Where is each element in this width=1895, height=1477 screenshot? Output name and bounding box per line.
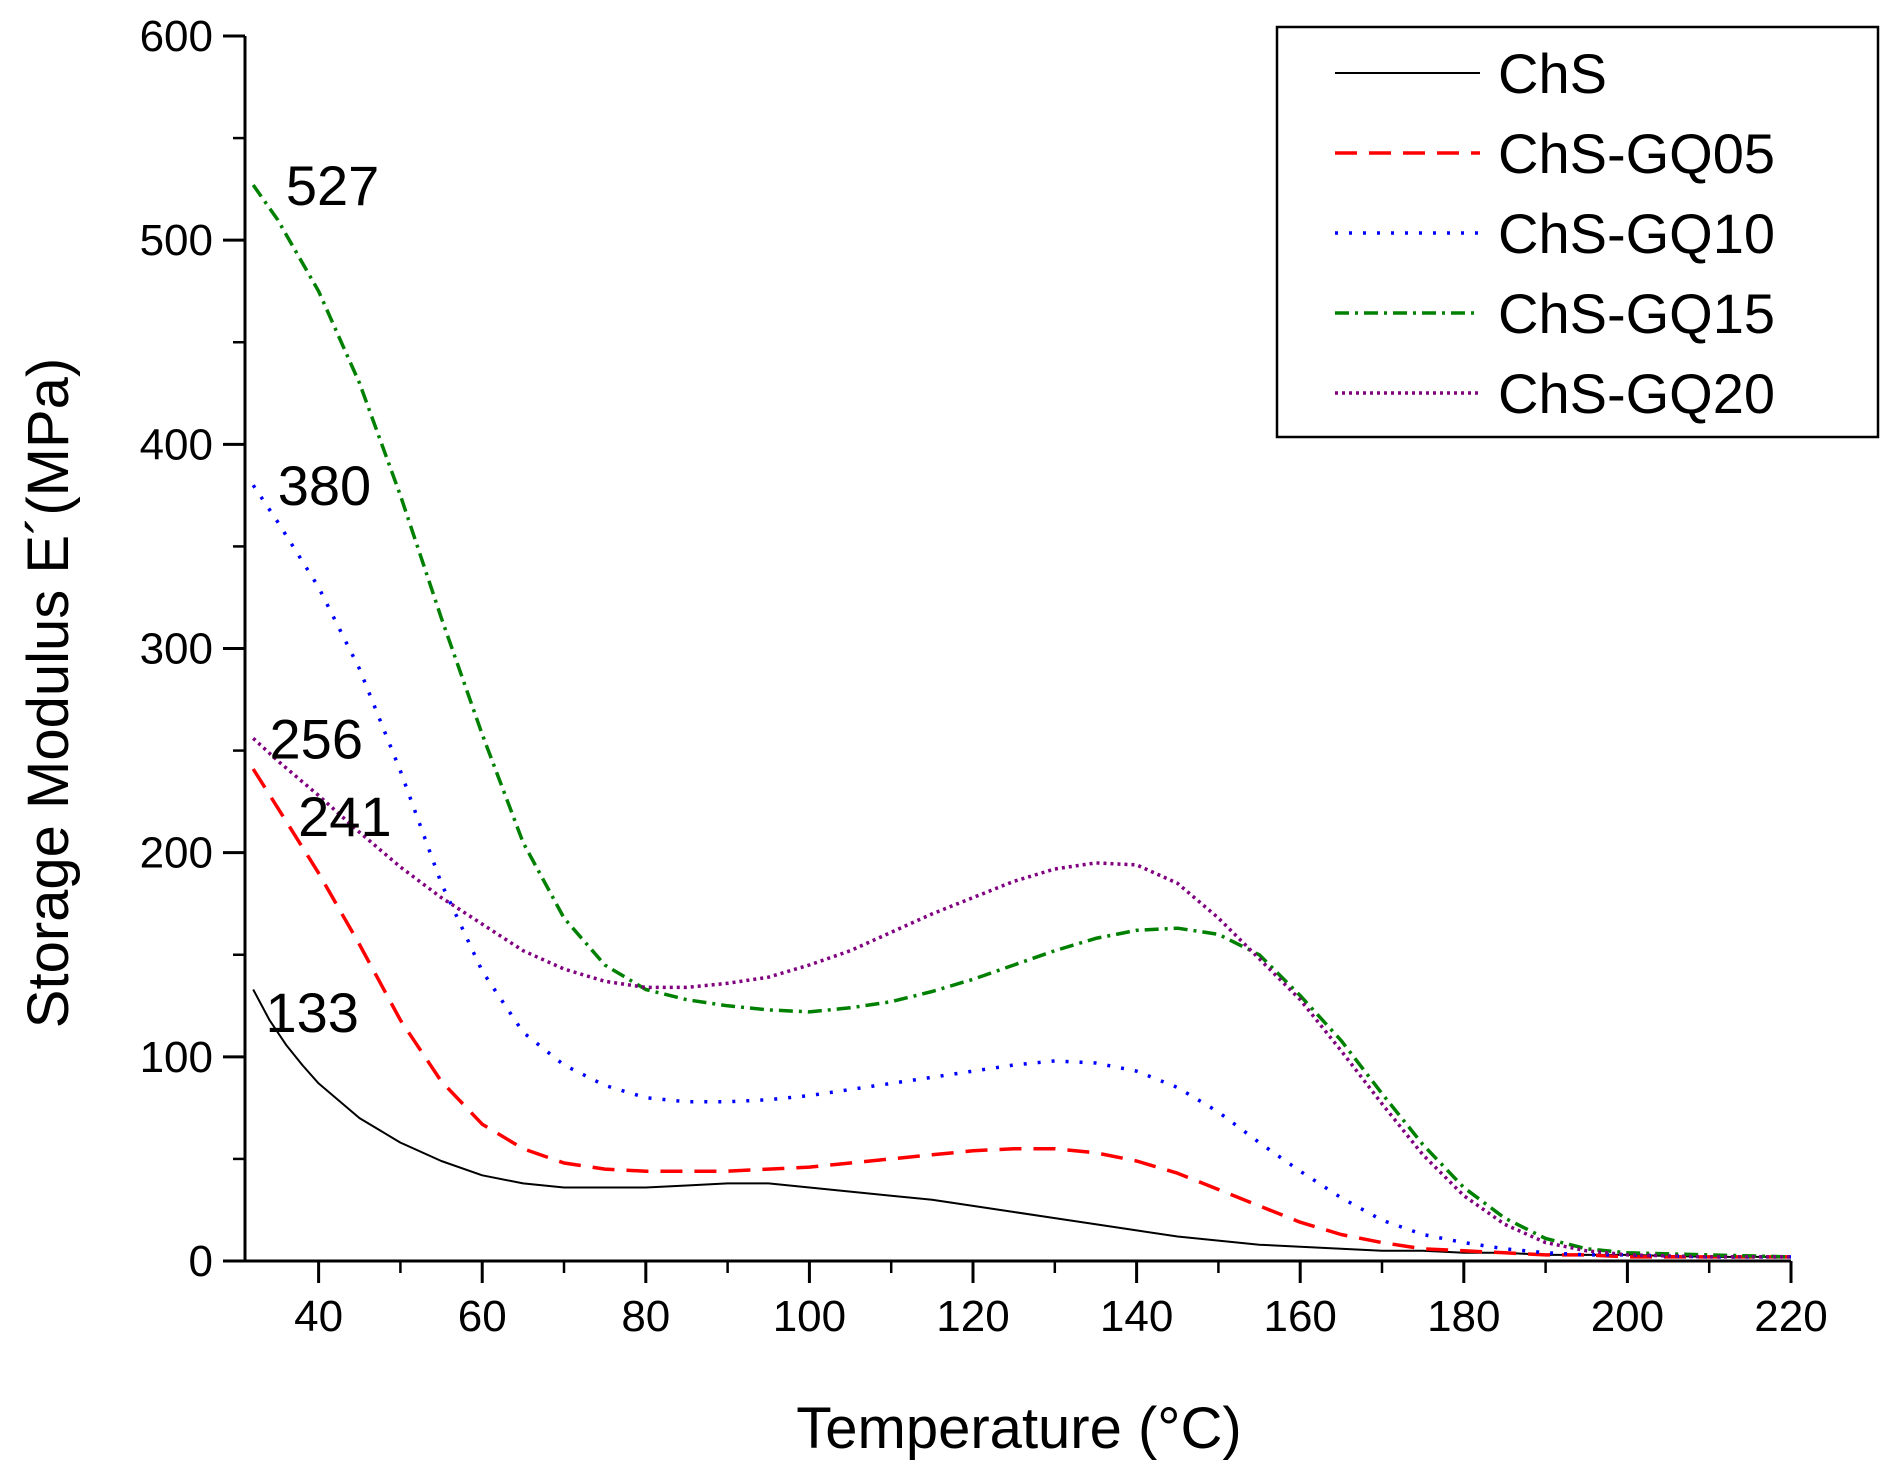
legend: ChS ChS-GQ05 ChS-GQ10 ChS-GQ15 ChS-GQ20 [1275,25,1880,439]
x-tick-label: 60 [458,1292,507,1341]
value-annotation: 256 [270,707,363,770]
y-axis-title: Storage Modulus E´(MPa) [16,358,81,1028]
y-tick-label: 400 [140,420,213,469]
y-tick-label: 500 [140,216,213,265]
series-line-chs-gq20 [252,737,1791,1259]
series-line-chs-gq05 [251,768,1791,1259]
x-tick-label: 40 [294,1292,343,1341]
x-axis-title: Temperature (°C) [796,1396,1241,1461]
value-annotation: 241 [298,785,391,848]
x-axis-ticks: 40 60 80 100 120 140 160 180 200 220 [294,1261,1828,1341]
y-axis-ticks: 0 100 200 300 400 500 600 [140,12,245,1286]
x-tick-label: 180 [1427,1292,1500,1341]
x-tick-label: 100 [773,1292,846,1341]
legend-label-chs-gq05: ChS-GQ05 [1498,122,1775,185]
annotation-group: 527 380 256 241 133 [265,154,391,1044]
x-tick-label: 160 [1263,1292,1336,1341]
x-tick-label: 140 [1100,1292,1173,1341]
plot-area: 0 100 200 300 400 500 600 40 60 80 100 120 140 160 18… [140,12,1828,1341]
x-tick-label: 80 [621,1292,670,1341]
legend-label-chs-gq20: ChS-GQ20 [1498,362,1775,425]
legend-label-chs: ChS [1498,42,1607,105]
series-group [251,183,1792,1259]
value-annotation: 380 [278,454,371,517]
x-tick-label: 200 [1591,1292,1664,1341]
value-annotation: 527 [286,154,379,217]
y-tick-label: 300 [140,625,213,674]
legend-label-chs-gq15: ChS-GQ15 [1498,282,1775,345]
y-tick-label: 0 [189,1237,213,1286]
y-tick-label: 600 [140,12,213,61]
y-tick-label: 100 [140,1033,213,1082]
value-annotation: 133 [265,981,358,1044]
y-tick-label: 200 [140,829,213,878]
x-tick-label: 120 [936,1292,1009,1341]
series-line-chs [252,989,1791,1258]
legend-label-chs-gq10: ChS-GQ10 [1498,202,1775,265]
x-tick-label: 220 [1754,1292,1827,1341]
